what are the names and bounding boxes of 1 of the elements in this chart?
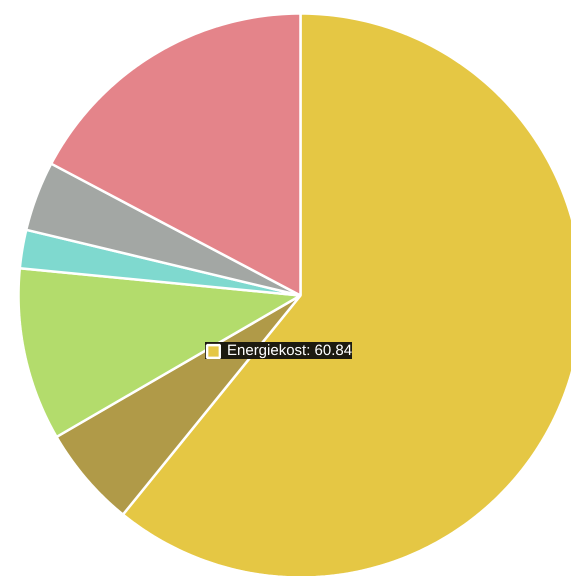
legend-label: Energiekost: 60.84 xyxy=(227,342,352,359)
